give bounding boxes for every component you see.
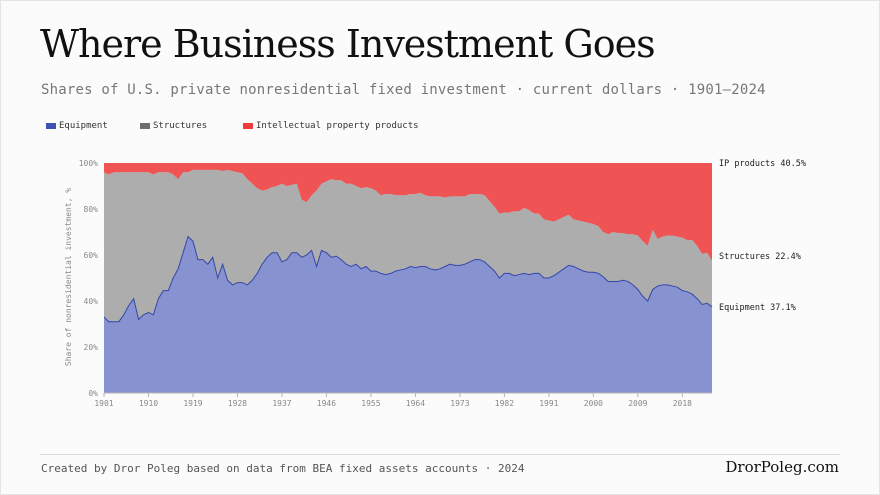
end-label-structures: Structures 22.4%: [719, 252, 801, 262]
legend-label-ip: Intellectual property products: [256, 121, 419, 131]
area-structures: [104, 169, 712, 322]
x-tick-label: 1973: [450, 399, 469, 408]
page-title: Where Business Investment Goes: [40, 22, 656, 66]
legend-label-structures: Structures: [153, 121, 208, 131]
y-tick-label: 40%: [84, 297, 99, 306]
legend-swatch-ip: [243, 123, 253, 129]
x-tick-label: 1910: [139, 399, 158, 408]
area-ip: [104, 163, 712, 261]
legend-swatch-structures: [140, 123, 150, 129]
y-tick-label: 80%: [84, 205, 99, 214]
x-tick-label: 1937: [272, 399, 291, 408]
x-tick-label: 1919: [183, 399, 202, 408]
legend-item-equipment: Equipment: [46, 121, 108, 131]
series-end-labels: IP products 40.5% Structures 22.4% Equipme…: [719, 159, 806, 313]
footer-brand: DrorPoleg.com: [725, 458, 839, 476]
footer-credit: Created by Dror Poleg based on data from…: [41, 462, 525, 475]
y-tick-label: 60%: [84, 251, 99, 260]
page-subtitle: Shares of U.S. private nonresidential fi…: [41, 82, 766, 98]
x-tick-label: 1901: [94, 399, 113, 408]
legend-label-equipment: Equipment: [59, 121, 108, 131]
stacked-areas: [103, 163, 713, 393]
y-tick-label: 0%: [88, 389, 98, 398]
x-tick-label: 1946: [317, 399, 336, 408]
legend-swatch-equipment: [46, 123, 56, 129]
y-tick-label: 100%: [79, 159, 98, 168]
x-tick-label: 1991: [539, 399, 558, 408]
x-tick-label: 2000: [584, 399, 603, 408]
line-equipment: [103, 235, 713, 323]
chart-axes: 0% 20% 40% 60% 80% 100% 1901 1910 1919 1928 1937 19…: [79, 159, 712, 408]
x-tick-label: 1982: [495, 399, 514, 408]
y-tick-label: 20%: [84, 343, 99, 352]
legend-item-structures: Structures: [140, 121, 207, 131]
legend-item-ip: Intellectual property products: [243, 121, 419, 131]
y-axis-label: Share of nonresidential investment, %: [64, 188, 73, 366]
end-label-ip: IP products 40.5%: [719, 159, 806, 169]
x-tick-label: 2009: [628, 399, 647, 408]
footer-divider: [40, 454, 840, 455]
x-tick-label: 2018: [673, 399, 692, 408]
x-tick-label: 1928: [228, 399, 247, 408]
x-tick-label: 1955: [361, 399, 380, 408]
end-label-equipment: Equipment 37.1%: [719, 303, 796, 313]
x-tick-label: 1964: [406, 399, 425, 408]
